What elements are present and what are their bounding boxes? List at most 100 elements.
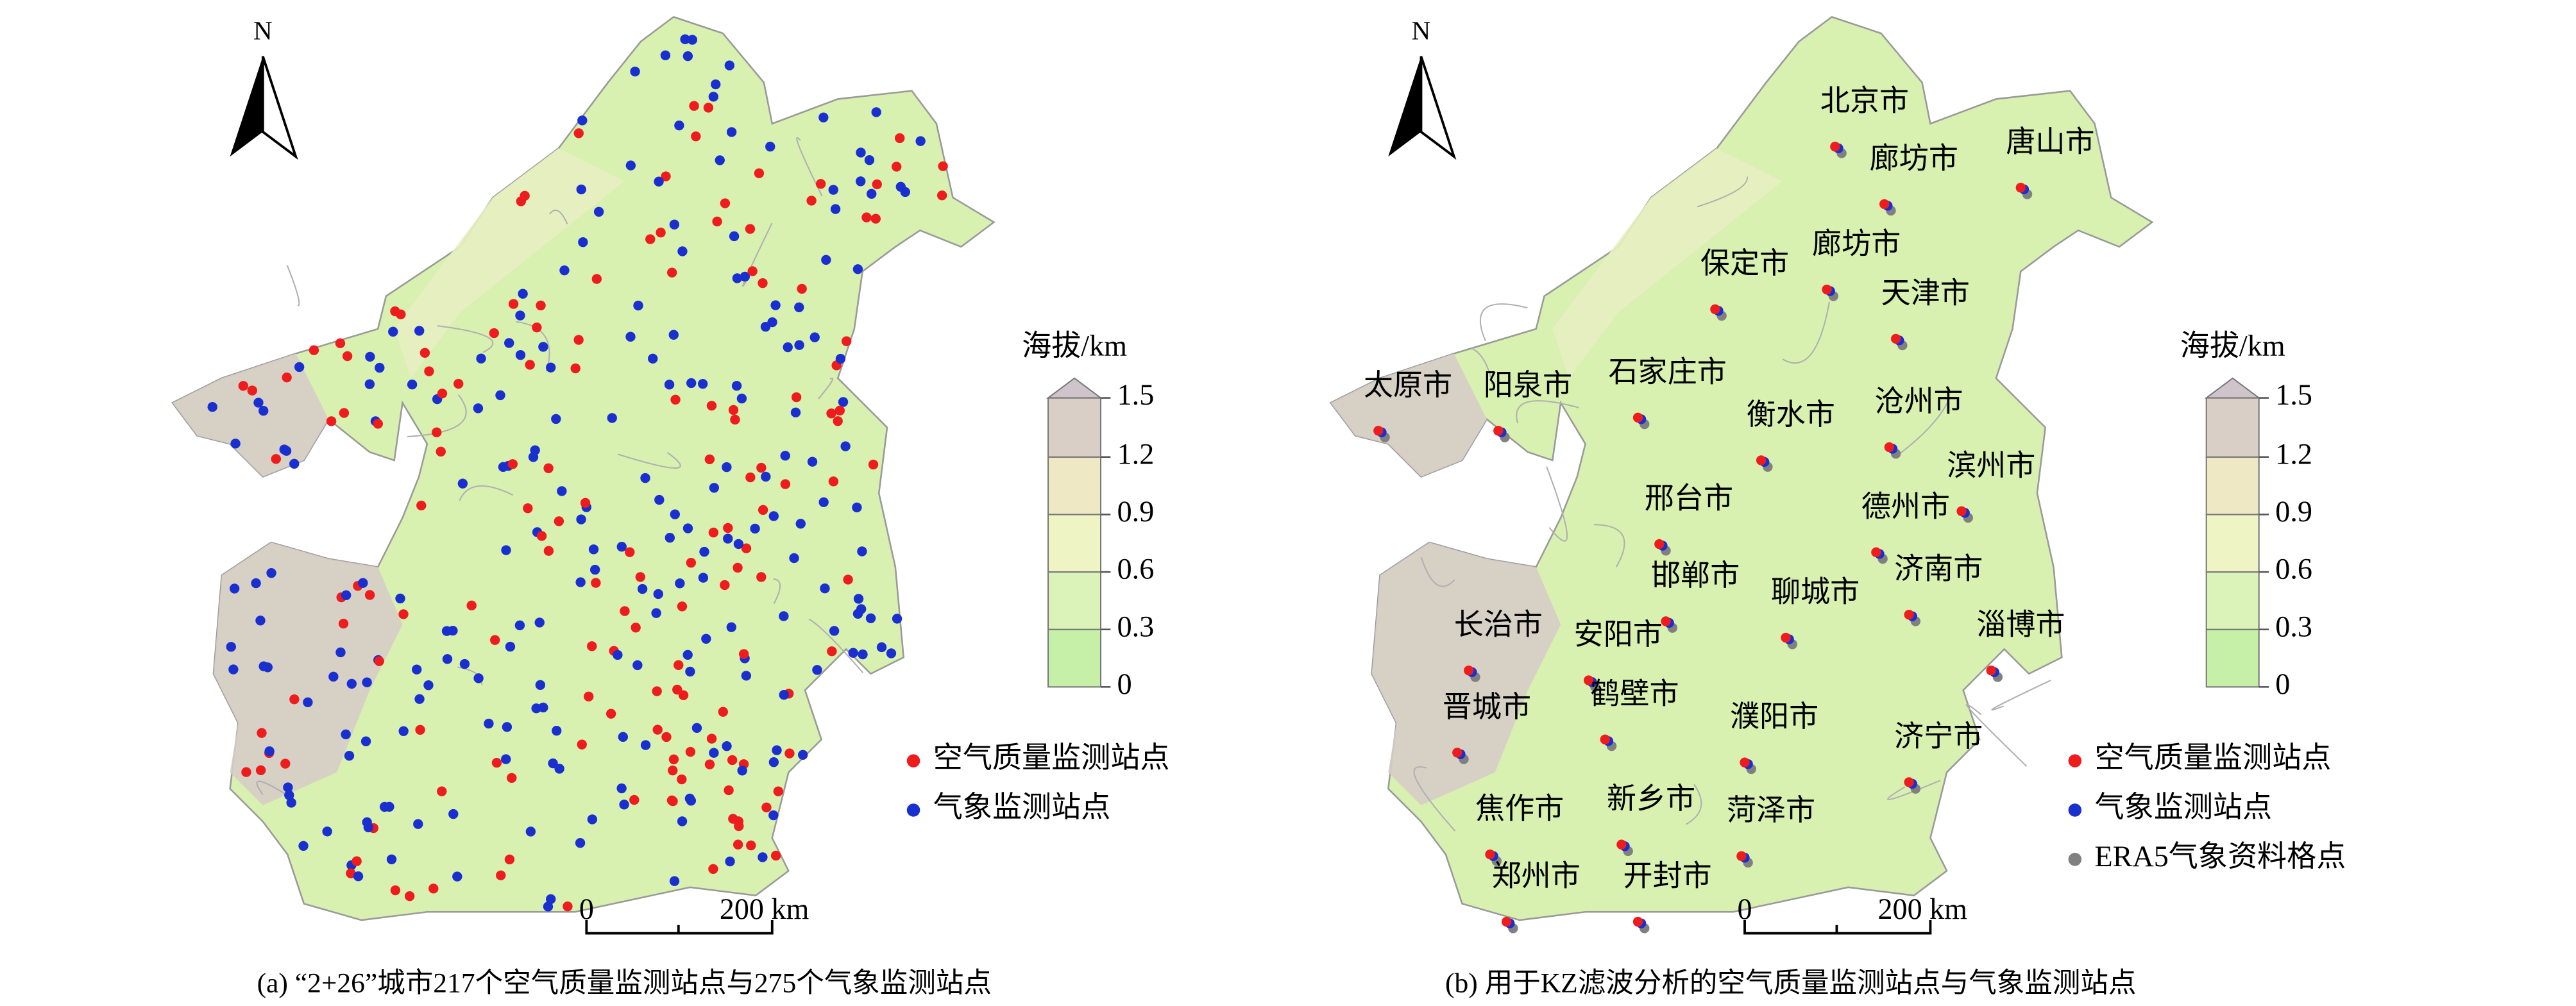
station <box>818 497 829 507</box>
city-label: 济南市 <box>1894 553 1983 585</box>
boundary <box>1965 703 2028 767</box>
boundary <box>516 321 550 372</box>
station <box>294 362 305 373</box>
legend-tick-label: 1.2 <box>1117 437 1155 470</box>
station <box>416 500 427 511</box>
station <box>436 446 446 457</box>
legend-bin <box>2205 456 2260 516</box>
station <box>289 694 300 705</box>
station <box>548 758 558 769</box>
station <box>670 509 680 519</box>
legend-tick-label: 0.9 <box>1117 495 1155 528</box>
station <box>698 573 709 583</box>
station <box>784 748 795 759</box>
scale-end: 200 km <box>1877 893 1967 925</box>
station <box>363 822 374 833</box>
station <box>633 300 643 311</box>
station <box>415 725 425 735</box>
north-label: N <box>253 15 273 45</box>
station <box>373 419 383 429</box>
station <box>809 332 820 342</box>
station <box>575 838 586 848</box>
station <box>346 868 356 878</box>
city-label: 沧州市 <box>1874 385 1963 417</box>
station <box>915 136 926 146</box>
station <box>729 231 740 242</box>
station <box>722 741 732 751</box>
station <box>563 901 573 912</box>
air-station <box>1904 609 1914 620</box>
station <box>404 891 415 901</box>
station <box>554 764 564 774</box>
scale-start: 0 <box>1737 893 1752 925</box>
station <box>546 894 556 904</box>
boundary <box>796 137 823 197</box>
station <box>384 801 394 812</box>
station <box>761 471 771 482</box>
station <box>740 271 750 282</box>
station <box>489 328 499 339</box>
station <box>226 642 236 652</box>
station <box>654 176 664 187</box>
city-label: 天津市 <box>1881 276 1970 309</box>
station <box>741 543 752 553</box>
station <box>491 757 502 768</box>
station <box>864 155 875 165</box>
air-station <box>1822 284 1832 295</box>
city-label: 衡水市 <box>1747 398 1835 431</box>
station <box>865 613 876 623</box>
station <box>419 348 430 358</box>
legend-tick-label: 0.6 <box>1117 553 1155 585</box>
station <box>498 462 509 473</box>
station <box>255 616 266 626</box>
station <box>504 338 514 348</box>
boundary <box>1991 680 2051 711</box>
station <box>283 782 293 792</box>
station <box>629 794 640 805</box>
station <box>490 635 500 645</box>
legend-bin <box>2205 514 2260 573</box>
station <box>266 567 276 578</box>
station <box>758 278 768 289</box>
station <box>398 726 409 736</box>
station <box>535 680 546 691</box>
station <box>835 353 846 364</box>
station <box>342 351 353 362</box>
station <box>770 300 781 310</box>
boundary <box>256 780 294 800</box>
station <box>741 671 752 681</box>
station <box>625 547 635 557</box>
boundary <box>1413 766 1456 832</box>
station <box>725 856 735 867</box>
station <box>588 544 599 555</box>
city-label: 廊坊市 <box>1812 228 1901 260</box>
station <box>746 840 756 851</box>
station <box>723 523 733 533</box>
station <box>807 457 818 467</box>
station <box>386 854 397 864</box>
air-station <box>1632 412 1643 423</box>
boundary <box>1479 303 1528 342</box>
station <box>507 773 517 783</box>
station <box>346 678 357 689</box>
air-station <box>1879 199 1890 210</box>
caption: (b) 用于KZ滤波分析的空气质量监测站点与气象监测站点 <box>1445 968 2136 998</box>
station <box>685 666 695 677</box>
air-station <box>1493 426 1504 436</box>
station <box>632 660 643 671</box>
station <box>668 796 678 807</box>
station <box>577 739 587 750</box>
city-label: 保定市 <box>1700 247 1789 280</box>
air-station <box>1616 839 1627 850</box>
station <box>374 656 384 666</box>
station <box>838 397 849 407</box>
air-station <box>1986 666 1996 676</box>
station <box>591 274 602 284</box>
boundary <box>808 618 864 673</box>
station <box>253 398 264 408</box>
station <box>870 214 881 224</box>
station <box>502 722 513 732</box>
city-label: 淄博市 <box>1976 608 2065 641</box>
station <box>264 746 275 757</box>
station <box>501 754 511 764</box>
